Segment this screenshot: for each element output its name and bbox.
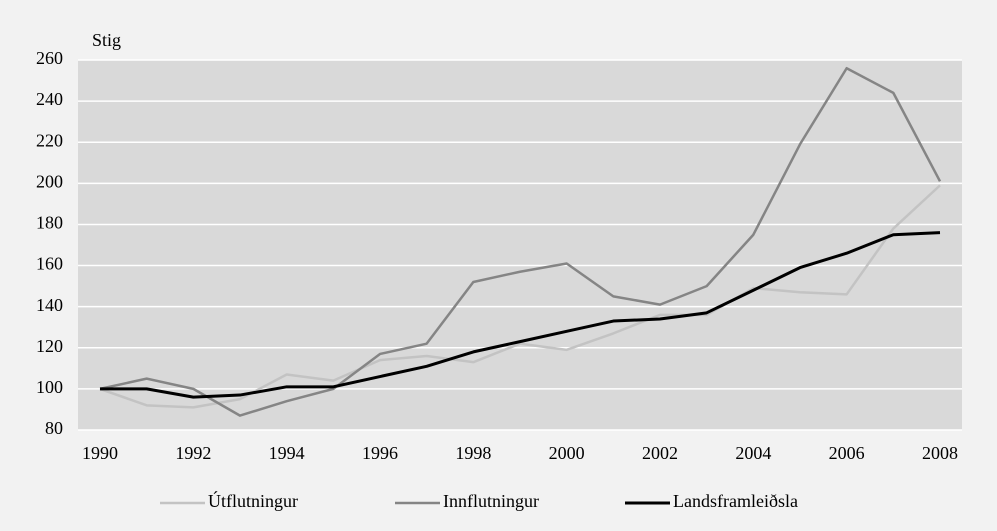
y-tick-label: 140: [36, 295, 63, 315]
y-tick-label: 220: [36, 130, 63, 150]
series-line: [99, 66, 942, 417]
y-tick-label: 260: [36, 48, 63, 68]
y-tick-label: 200: [36, 171, 63, 191]
x-tick-label: 2008: [922, 443, 958, 463]
legend-label: Landsframleiðsla: [673, 491, 798, 511]
legend-label: Útflutningur: [208, 490, 298, 511]
x-tick-label: 2002: [642, 443, 678, 463]
series-line: [100, 231, 941, 399]
y-tick-label: 160: [36, 254, 63, 274]
x-tick-label: 2000: [549, 443, 585, 463]
x-tick-label: 1990: [82, 443, 118, 463]
y-tick-label: 180: [36, 213, 63, 233]
x-tick-label: 1998: [455, 443, 491, 463]
y-axis-label: Stig: [92, 30, 121, 50]
y-tick-label: 240: [36, 89, 63, 109]
y-tick-label: 80: [45, 418, 63, 438]
x-tick-label: 1996: [362, 443, 398, 463]
y-tick-label: 120: [36, 336, 63, 356]
x-tick-label: 1992: [175, 443, 211, 463]
plot-area: [78, 60, 962, 430]
x-tick-label: 2006: [829, 443, 865, 463]
y-tick-label: 100: [36, 377, 63, 397]
legend-label: Innflutningur: [443, 491, 539, 511]
series-line: [99, 184, 941, 409]
x-tick-label: 1994: [269, 443, 305, 463]
x-tick-label: 2004: [735, 443, 771, 463]
